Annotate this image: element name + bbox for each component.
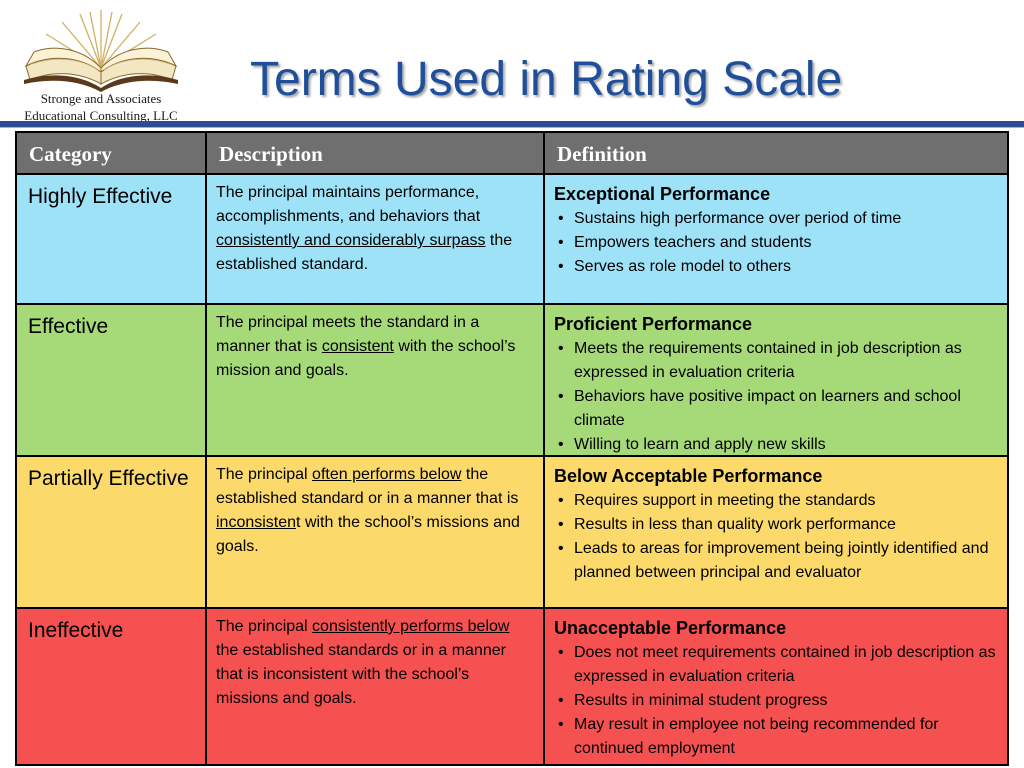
header-divider — [0, 121, 1024, 128]
description-emphasis: consistently performs below — [312, 618, 510, 635]
description-cell: The principal consistently performs belo… — [207, 609, 545, 764]
description-emphasis: often performs below — [312, 466, 462, 483]
description-text: the established standards or in a manner… — [216, 642, 506, 707]
bullet-item: Behaviors have positive impact on learne… — [554, 385, 998, 433]
bullet-item: Does not meet requirements contained in … — [554, 641, 998, 689]
bullet-item: Results in minimal student progress — [554, 689, 998, 713]
description-text: with the school’s mission and goals. — [216, 338, 516, 379]
logo-line-2: Educational Consulting, LLC — [24, 108, 178, 123]
table-row-highly-effective: Highly Effective The principal maintains… — [17, 175, 1007, 305]
definition-cell: Unacceptable Performance Does not meet r… — [545, 609, 1007, 764]
description-text: The principal — [216, 618, 313, 635]
definition-title: Proficient Performance — [554, 314, 753, 334]
bullet-item: Leads to areas for improvement being joi… — [554, 537, 998, 585]
description-emphasis: consistently and considerably surpass — [216, 232, 486, 249]
header-description: Description — [207, 133, 545, 173]
definition-bullets: Requires support in meeting the standard… — [554, 489, 998, 585]
description-cell: The principal meets the standard in a ma… — [207, 305, 545, 455]
category-cell: Highly Effective — [17, 175, 207, 303]
logo-line-1: Stronge and Associates — [40, 91, 162, 106]
description-text: The principal maintains performance, acc… — [216, 184, 481, 225]
definition-bullets: Sustains high performance over period of… — [554, 207, 998, 279]
rating-scale-table: Category Description Definition Highly E… — [15, 131, 1009, 766]
definition-cell: Below Acceptable Performance Requires su… — [545, 457, 1007, 607]
bullet-item: Requires support in meeting the standard… — [554, 489, 998, 513]
description-text: the established standard or in a manner … — [216, 466, 519, 507]
header-definition: Definition — [557, 142, 647, 166]
bullet-item: Serves as role model to others — [554, 255, 998, 279]
bullet-item: Results in less than quality work perfor… — [554, 513, 998, 537]
definition-cell: Exceptional Performance Sustains high pe… — [545, 175, 1007, 303]
header-category: Category — [17, 133, 207, 173]
page-title: Terms Used in Rating Scale — [250, 53, 843, 106]
description-cell: The principal often performs below the e… — [207, 457, 545, 607]
bullet-item: Sustains high performance over period of… — [554, 207, 998, 231]
definition-title: Below Acceptable Performance — [554, 466, 823, 486]
table-row-partially-effective: Partially Effective The principal often … — [17, 457, 1007, 609]
definition-title: Unacceptable Performance — [554, 618, 787, 638]
description-text: t with the school’s missions and goals. — [216, 514, 520, 555]
category-label: Ineffective — [28, 619, 124, 642]
description-text: The principal — [216, 466, 313, 483]
bullet-item: May result in employee not being recomme… — [554, 713, 998, 761]
definition-title: Exceptional Performance — [554, 184, 771, 204]
category-label: Partially Effective — [28, 467, 189, 490]
category-cell: Ineffective — [17, 609, 207, 764]
category-label: Effective — [28, 315, 109, 338]
description-text: The principal meets the standard in a ma… — [216, 314, 480, 355]
category-label: Highly Effective — [28, 185, 173, 208]
definition-cell: Proficient Performance Meets the require… — [545, 305, 1007, 457]
table-row-effective: Effective The principal meets the standa… — [17, 305, 1007, 457]
category-cell: Partially Effective — [17, 457, 207, 607]
company-logo: Stronge and Associates Educational Consu… — [6, 8, 196, 124]
table-row-ineffective: Ineffective The principal consistently p… — [17, 609, 1007, 764]
description-cell: The principal maintains performance, acc… — [207, 175, 545, 303]
definition-bullets: Meets the requirements contained in job … — [554, 337, 998, 457]
open-book-icon — [24, 10, 178, 92]
bullet-item: Willing to learn and apply new skills — [554, 433, 998, 457]
definition-bullets: Does not meet requirements contained in … — [554, 641, 998, 761]
description-text: the established standard. — [216, 232, 513, 273]
bullet-item: Meets the requirements contained in job … — [554, 337, 998, 385]
description-emphasis: consistent — [321, 338, 394, 355]
category-cell: Effective — [17, 305, 207, 455]
description-emphasis: inconsisten — [216, 514, 297, 531]
table-header-row: Category Description Definition — [17, 133, 1007, 175]
bullet-item: Empowers teachers and students — [554, 231, 998, 255]
